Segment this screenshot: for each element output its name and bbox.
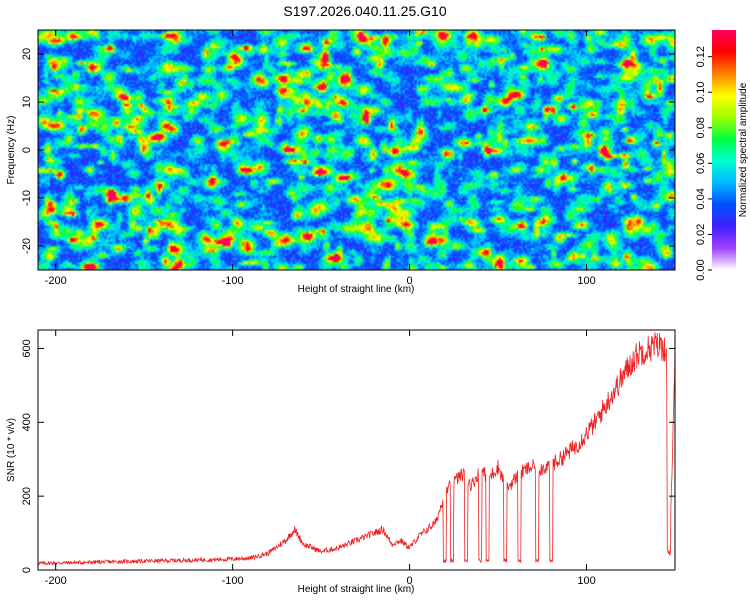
snr-x-label: Height of straight line (km) [298, 584, 415, 595]
x-tick-label: 100 [577, 575, 595, 587]
spectrogram-y-label: Frequency (Hz) [6, 116, 17, 185]
x-tick-label: -100 [222, 575, 244, 587]
colorbar-tick-label: 0.12 [695, 46, 707, 67]
x-tick-label: 100 [577, 275, 595, 287]
colorbar-tick-label: 0.08 [695, 117, 707, 138]
colorbar-tick-label: 0.10 [695, 82, 707, 103]
y-tick-label: 20 [21, 48, 33, 60]
y-tick-label: 400 [21, 413, 33, 431]
y-tick-label: 0 [21, 567, 33, 573]
x-tick-label: 0 [407, 275, 413, 287]
snr-plot-area [38, 330, 675, 570]
y-tick-label: -20 [21, 238, 33, 254]
colorbar-ticks: 0.00 0.02 0.04 0.06 0.08 0.10 0.12 [695, 46, 712, 281]
spectrogram-y-ticks: -20 -10 0 10 20 [21, 48, 675, 254]
y-tick-label: 10 [21, 96, 33, 108]
y-tick-label: 600 [21, 339, 33, 357]
y-tick-label: 0 [21, 147, 33, 153]
colorbar-gradient [712, 30, 736, 270]
spectrogram-x-label: Height of straight line (km) [298, 284, 415, 295]
figure-title: S197.2026.040.11.25.G10 [283, 3, 446, 19]
x-tick-label: -200 [45, 275, 67, 287]
snr-series-line [37, 332, 676, 566]
y-tick-label: 200 [21, 487, 33, 505]
spectrogram-x-ticks: -200 -100 0 100 [45, 30, 596, 287]
y-tick-label: -10 [21, 190, 33, 206]
x-tick-label: -200 [45, 575, 67, 587]
spectrogram-image [38, 30, 675, 270]
snr-x-ticks: -200 -100 0 100 [45, 330, 596, 587]
colorbar-tick-label: 0.04 [695, 188, 707, 209]
colorbar-label: Normalized spectral amplitude [738, 82, 749, 217]
x-tick-label: 0 [407, 575, 413, 587]
colorbar: 0.00 0.02 0.04 0.06 0.08 0.10 0.12 Normalized … [695, 30, 749, 281]
colorbar-tick-label: 0.06 [695, 153, 707, 174]
colorbar-tick-label: 0.00 [695, 259, 707, 280]
colorbar-tick-label: 0.02 [695, 224, 707, 245]
snr-y-ticks: 0 200 400 600 [21, 339, 675, 573]
snr-y-label: SNR (10 * v/v) [6, 418, 17, 482]
x-tick-label: -100 [222, 275, 244, 287]
snr-frame [37, 329, 676, 571]
snr-panel: -200 -100 0 100 0 200 400 600 Height of straig… [6, 329, 676, 595]
